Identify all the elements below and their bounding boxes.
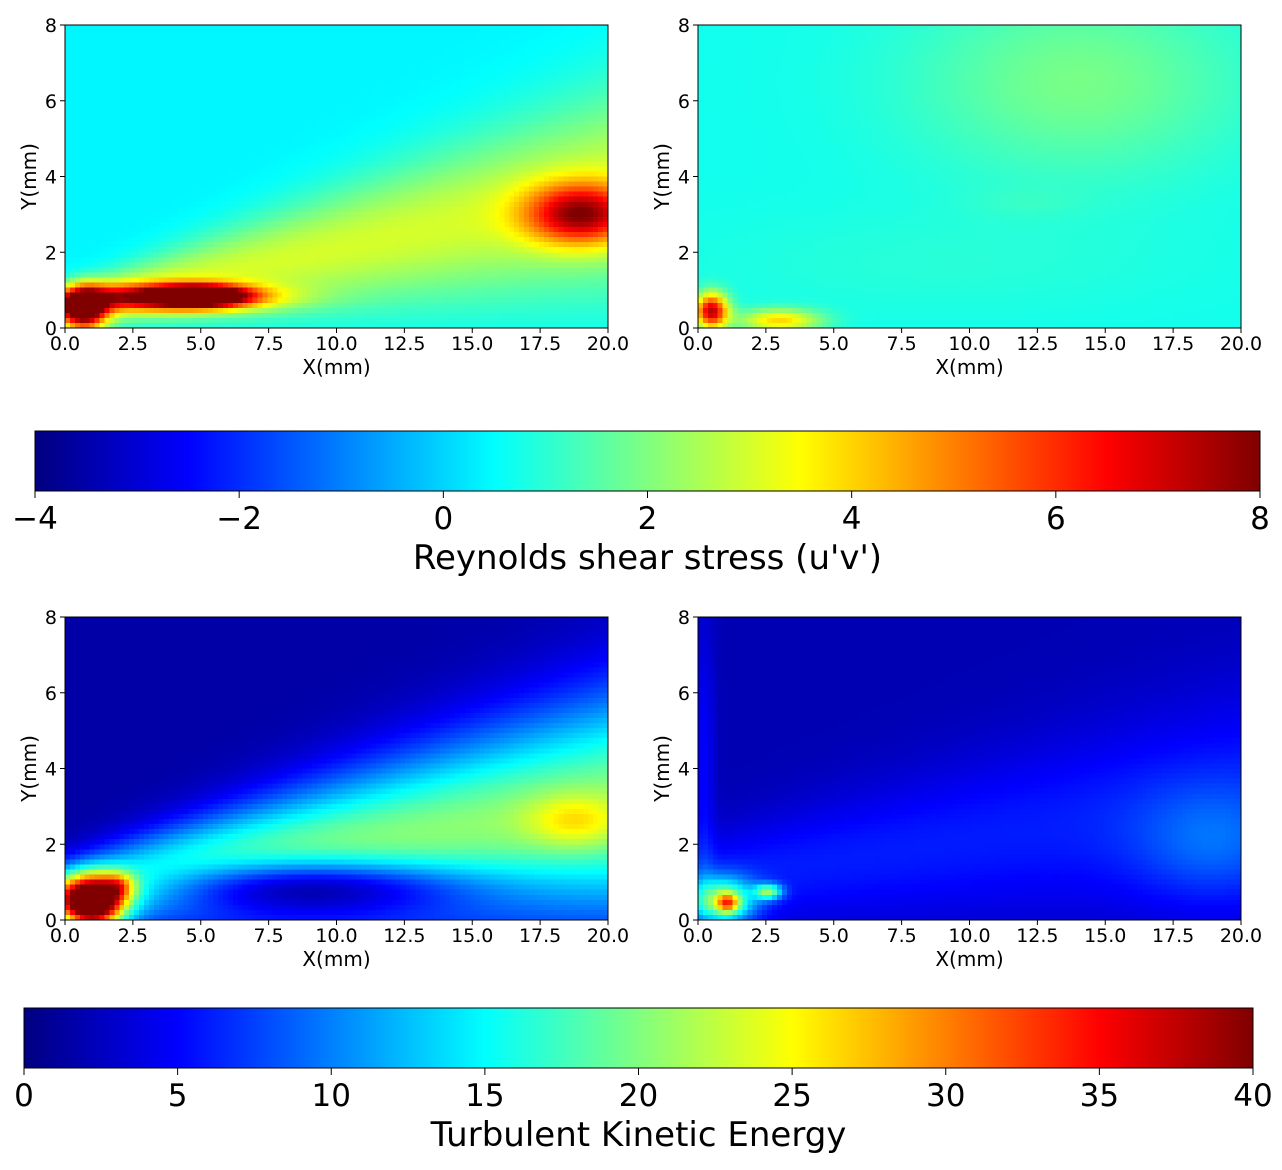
colorbar-reynolds-shear-stress: −4 −2 0 2 4 6 8 Reynolds shear stress (u'v')	[12, 430, 1270, 578]
colorbar-tick-label: 35	[1080, 1078, 1119, 1114]
x-tick-label: 20.0	[587, 925, 629, 947]
colorbar-tick-label: 8	[1250, 501, 1270, 537]
x-tick-label: 10.0	[315, 333, 357, 355]
y-tick-label: 4	[45, 759, 57, 781]
x-tick-label: 5.0	[819, 925, 849, 947]
x-tick-label: 17.5	[519, 925, 561, 947]
colorbar-gradient	[23, 1007, 1254, 1069]
y-tick-label: 8	[45, 607, 57, 629]
x-tick-label: 7.5	[254, 925, 284, 947]
y-axis-label: Y(mm)	[650, 143, 674, 211]
x-tick-label: 15.0	[1084, 925, 1126, 947]
x-tick-label: 5.0	[186, 333, 216, 355]
x-tick-label: 15.0	[451, 925, 493, 947]
colorbar-tick-label: −2	[216, 501, 262, 537]
colorbar-gradient	[34, 430, 1261, 492]
x-tick-label: 12.5	[1016, 333, 1058, 355]
colorbar-label: Turbulent Kinetic Energy	[430, 1115, 847, 1155]
x-tick-label: 20.0	[587, 333, 629, 355]
colorbar-tick-label: 30	[926, 1078, 965, 1114]
colorbar-label: Reynolds shear stress (u'v')	[413, 538, 882, 578]
colorbar-tick-label: 20	[619, 1078, 658, 1114]
y-tick-label: 2	[45, 834, 57, 856]
y-tick-label: 6	[678, 91, 690, 113]
heatmap-image	[698, 25, 1241, 328]
y-tick-label: 6	[45, 683, 57, 705]
y-tick-label: 2	[678, 242, 690, 264]
colorbar-tick-label: 25	[772, 1078, 811, 1114]
heatmap-panel-top-left: 0.0 2.5 5.0 7.5 10.0 12.5 15.0 17.5 20.0 0 2 4 6 8 X(m…	[17, 15, 629, 379]
heatmap-image	[65, 617, 608, 920]
x-axis-label: X(mm)	[302, 947, 370, 971]
colorbar-tick-label: 40	[1233, 1078, 1272, 1114]
y-tick-label: 2	[678, 834, 690, 856]
x-tick-label: 20.0	[1220, 333, 1262, 355]
y-tick-label: 6	[678, 683, 690, 705]
x-tick-label: 2.5	[751, 925, 781, 947]
x-tick-label: 12.5	[383, 925, 425, 947]
y-tick-label: 8	[678, 15, 690, 37]
x-axis-label: X(mm)	[935, 947, 1003, 971]
y-axis-label: Y(mm)	[17, 735, 41, 803]
x-tick-label: 2.5	[118, 333, 148, 355]
x-tick-label: 17.5	[1152, 925, 1194, 947]
x-tick-label: 0.0	[50, 333, 80, 355]
y-axis-label: Y(mm)	[17, 143, 41, 211]
x-tick-label: 0.0	[683, 925, 713, 947]
colorbar-turbulent-kinetic-energy: 0 5 10 15 20 25 30 35 40 Turbulent Kinetic Energy	[14, 1007, 1273, 1155]
y-tick-label: 8	[678, 607, 690, 629]
x-tick-label: 12.5	[1016, 925, 1058, 947]
x-tick-label: 2.5	[751, 333, 781, 355]
x-tick-label: 15.0	[451, 333, 493, 355]
x-tick-label: 7.5	[254, 333, 284, 355]
colorbar-tick-label: 4	[842, 501, 862, 537]
x-tick-label: 7.5	[887, 925, 917, 947]
heatmap-image	[698, 617, 1241, 920]
x-tick-label: 10.0	[948, 925, 990, 947]
colorbar-tick-label: 0	[433, 501, 453, 537]
colorbar-tick-label: 10	[312, 1078, 351, 1114]
x-tick-label: 17.5	[1152, 333, 1194, 355]
colorbar-tick-label: −4	[12, 501, 58, 537]
y-tick-label: 0	[45, 318, 57, 340]
x-tick-label: 10.0	[948, 333, 990, 355]
colorbar-tick-label: 2	[638, 501, 658, 537]
y-tick-label: 0	[678, 910, 690, 932]
y-tick-label: 0	[45, 910, 57, 932]
y-tick-label: 6	[45, 91, 57, 113]
x-tick-label: 2.5	[118, 925, 148, 947]
colorbar-tick-label: 15	[465, 1078, 504, 1114]
y-tick-label: 4	[45, 167, 57, 189]
heatmap-panel-top-right: 0.0 2.5 5.0 7.5 10.0 12.5 15.0 17.5 20.0 0 2 4 6 8 X(m…	[650, 15, 1262, 379]
x-tick-label: 20.0	[1220, 925, 1262, 947]
heatmap-panel-bottom-left: 0.0 2.5 5.0 7.5 10.0 12.5 15.0 17.5 20.0 0 2 4 6 8 X(m…	[17, 607, 629, 971]
x-axis-label: X(mm)	[302, 355, 370, 379]
y-tick-label: 0	[678, 318, 690, 340]
y-tick-label: 4	[678, 759, 690, 781]
x-tick-label: 12.5	[383, 333, 425, 355]
x-tick-label: 0.0	[683, 333, 713, 355]
y-tick-label: 2	[45, 242, 57, 264]
x-tick-label: 0.0	[50, 925, 80, 947]
x-tick-label: 5.0	[186, 925, 216, 947]
y-tick-label: 4	[678, 167, 690, 189]
heatmap-panel-bottom-right: 0.0 2.5 5.0 7.5 10.0 12.5 15.0 17.5 20.0 0 2 4 6 8 X(m…	[650, 607, 1262, 971]
x-tick-label: 10.0	[315, 925, 357, 947]
colorbar-tick-label: 0	[14, 1078, 34, 1114]
x-tick-label: 17.5	[519, 333, 561, 355]
y-tick-label: 8	[45, 15, 57, 37]
x-tick-label: 7.5	[887, 333, 917, 355]
x-axis-label: X(mm)	[935, 355, 1003, 379]
x-tick-label: 5.0	[819, 333, 849, 355]
x-tick-label: 15.0	[1084, 333, 1126, 355]
colorbar-tick-label: 5	[168, 1078, 188, 1114]
y-axis-label: Y(mm)	[650, 735, 674, 803]
heatmap-image	[65, 25, 608, 328]
colorbar-tick-label: 6	[1046, 501, 1066, 537]
